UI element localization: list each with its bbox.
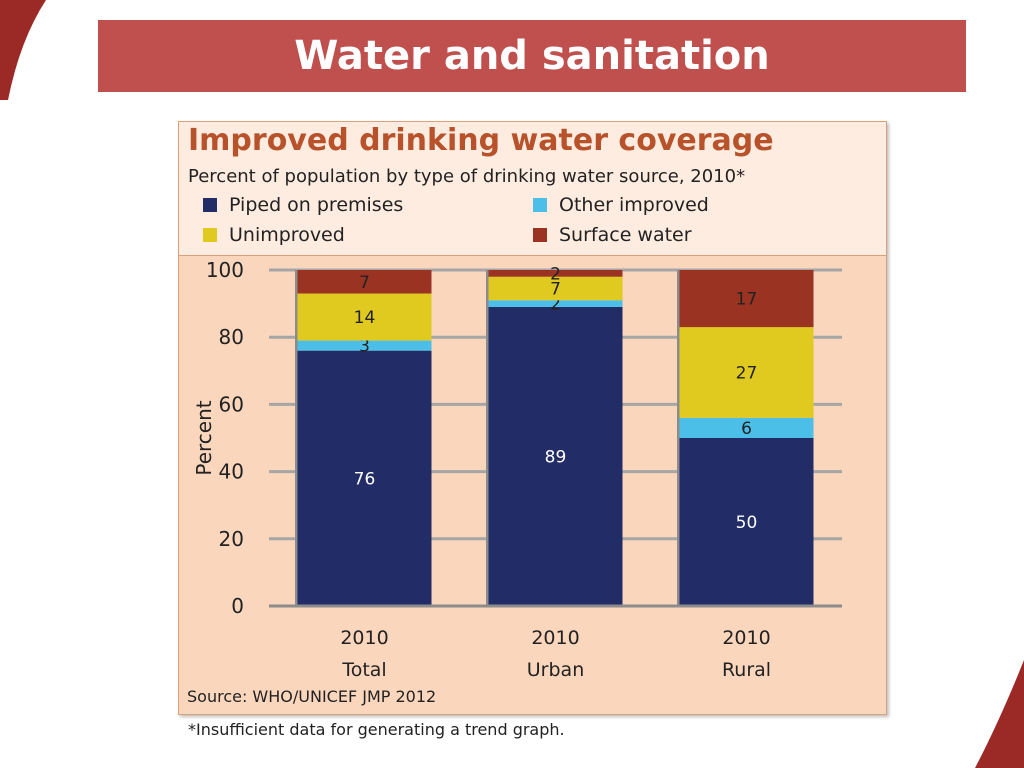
chart-panel: Improved drinking water coverage Percent…	[178, 121, 887, 715]
data-label: 2	[550, 264, 561, 284]
chart-title: Improved drinking water coverage	[188, 123, 774, 158]
corner-accent-top-left	[0, 0, 46, 100]
legend-swatch-piped	[203, 198, 217, 212]
x-tick-group: Rural	[722, 659, 771, 681]
y-tick-label: 100	[206, 258, 244, 282]
legend-label-other-improved: Other improved	[559, 194, 709, 216]
y-tick-label: 40	[219, 460, 244, 484]
y-tick-label: 0	[231, 594, 244, 618]
data-label: 7	[550, 279, 561, 299]
data-label: 17	[736, 290, 758, 310]
legend-item-other-improved: Other improved	[533, 194, 709, 216]
bar-unimproved-total	[297, 293, 432, 341]
legend-item-piped: Piped on premises	[203, 194, 403, 216]
bar-surface-water-total	[297, 270, 432, 294]
slide-title-banner: Water and sanitation	[98, 20, 966, 92]
y-tick-label: 60	[219, 392, 244, 416]
legend-label-piped: Piped on premises	[229, 194, 404, 216]
bar-unimproved-rural	[679, 327, 814, 418]
data-label: 14	[354, 308, 376, 328]
y-tick-label: 80	[219, 325, 244, 349]
data-label: 2	[550, 295, 561, 315]
x-tick-group: Urban	[527, 659, 584, 681]
chart-header: Improved drinking water coverage Percent…	[179, 122, 886, 256]
chart-plot-area: 020406080100Percent7631472010Total892722…	[192, 258, 842, 681]
data-label: 6	[741, 419, 752, 439]
data-label: 50	[736, 513, 758, 533]
chart-subtitle: Percent of population by type of drinkin…	[188, 166, 746, 187]
bar-piped-on-premises-total	[297, 350, 432, 606]
legend-label-surface-water: Surface water	[559, 224, 692, 246]
footnote: *Insufficient data for generating a tren…	[188, 720, 565, 739]
bar-piped-on-premises-urban	[488, 306, 623, 606]
data-label: 7	[359, 273, 370, 293]
bar-piped-on-premises-rural	[679, 438, 814, 606]
x-tick-year: 2010	[531, 627, 579, 649]
legend-swatch-surface-water	[533, 228, 547, 242]
y-tick-label: 20	[219, 527, 244, 551]
legend-item-surface-water: Surface water	[533, 224, 692, 246]
bar-surface-water-urban	[488, 270, 623, 277]
data-label: 27	[736, 363, 758, 383]
y-axis-label: Percent	[192, 400, 216, 475]
bar-unimproved-urban	[488, 276, 623, 301]
slide-title: Water and sanitation	[294, 33, 770, 79]
legend-swatch-other-improved	[533, 198, 547, 212]
bar-other-improved-total	[297, 340, 432, 351]
data-label: 76	[354, 469, 376, 489]
x-tick-year: 2010	[722, 627, 770, 649]
legend-swatch-unimproved	[203, 228, 217, 242]
corner-accent-bottom-right	[975, 660, 1024, 768]
chart-source: Source: WHO/UNICEF JMP 2012	[187, 687, 437, 706]
bar-surface-water-rural	[679, 270, 814, 328]
x-tick-group: Total	[341, 659, 386, 681]
data-label: 89	[545, 447, 567, 467]
x-tick-year: 2010	[340, 627, 388, 649]
legend-label-unimproved: Unimproved	[229, 224, 345, 246]
bar-other-improved-urban	[488, 300, 623, 307]
legend-item-unimproved: Unimproved	[203, 224, 345, 246]
bar-other-improved-rural	[679, 417, 814, 438]
data-label: 3	[359, 337, 370, 357]
